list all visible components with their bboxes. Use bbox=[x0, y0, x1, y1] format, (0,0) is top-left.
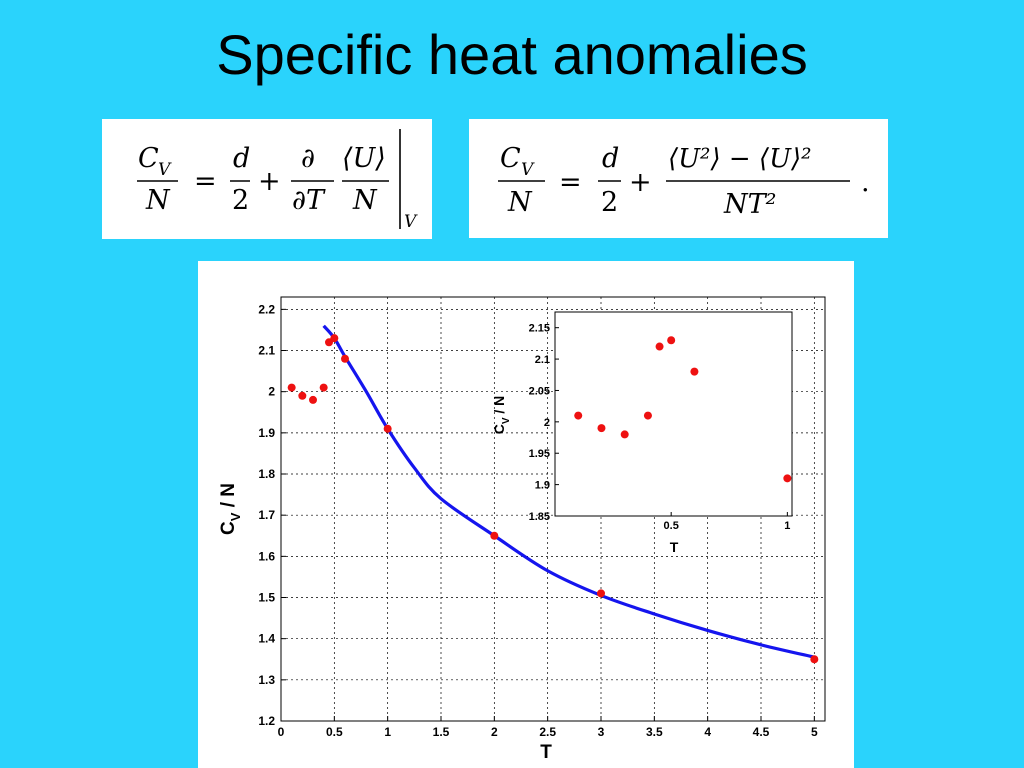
main-y-label-c: C bbox=[218, 521, 239, 535]
main-data-point bbox=[490, 531, 499, 540]
slide-title: Specific heat anomalies bbox=[216, 23, 808, 86]
inset-x-axis-ticks: 0.5 1 bbox=[664, 512, 790, 532]
main-y-tick-label: 2.1 bbox=[258, 344, 275, 358]
inset-x-tick-label: 1 bbox=[784, 520, 790, 532]
eq1-half-numerator: d bbox=[233, 143, 250, 174]
eq2-half-numerator: d bbox=[602, 143, 619, 174]
eq2-period: . bbox=[861, 167, 870, 198]
main-data-points bbox=[287, 334, 819, 664]
main-data-point bbox=[341, 354, 349, 363]
main-y-tick-label: 1.2 bbox=[258, 714, 275, 728]
eq2-fluctuation-numerator: ⟨U²⟩ − ⟨U⟩² bbox=[668, 144, 812, 174]
main-y-tick-label: 1.6 bbox=[258, 549, 275, 563]
main-x-tick-label: 4 bbox=[704, 725, 711, 739]
main-x-axis-ticks: 0 0.5 1 1.5 2 2.5 3 3.5 4 4.5 5 bbox=[278, 716, 818, 739]
eq1-half-denominator: 2 bbox=[232, 185, 249, 216]
inset-x-axis-label: T bbox=[670, 539, 679, 555]
eq2-lhs-numerator-subscript: V bbox=[521, 160, 535, 180]
eq1-partial-numerator: ∂ bbox=[301, 143, 315, 174]
main-data-point bbox=[597, 589, 605, 598]
eq2-fluctuation-denominator: NT² bbox=[723, 189, 776, 220]
eq2-half-denominator: 2 bbox=[601, 187, 618, 218]
main-x-tick-label: 2.5 bbox=[539, 725, 556, 739]
main-y-axis-ticks: 1.2 1.3 1.4 1.5 1.6 1.7 1.8 1.9 2 2.1 2.2 bbox=[258, 302, 286, 728]
inset-y-label-rest: / N bbox=[491, 396, 507, 418]
main-x-tick-label: 3.5 bbox=[646, 725, 663, 739]
inset-x-tick-label: 0.5 bbox=[664, 520, 679, 532]
main-data-point bbox=[810, 655, 819, 664]
eq1-average-numerator: ⟨U⟩ bbox=[342, 143, 386, 174]
eq1-lhs-numerator-subscript: V bbox=[158, 160, 172, 180]
inset-data-point bbox=[597, 424, 606, 433]
main-x-tick-label: 2 bbox=[491, 725, 498, 739]
main-y-axis-label: CV / N bbox=[218, 483, 243, 535]
main-x-tick-label: 3 bbox=[598, 725, 605, 739]
eq1-lhs-denominator: N bbox=[145, 185, 171, 216]
inset-data-point bbox=[783, 474, 792, 483]
eq2-equals: = bbox=[559, 167, 582, 198]
inset-y-tick-label: 2.05 bbox=[529, 385, 550, 397]
inset-data-point bbox=[690, 367, 699, 376]
main-x-tick-label: 0 bbox=[278, 725, 285, 739]
main-y-tick-label: 1.9 bbox=[258, 426, 275, 440]
main-y-tick-label: 1.7 bbox=[258, 508, 275, 522]
inset-y-axis-ticks: 1.85 1.9 1.95 2 2.05 2.1 2.15 bbox=[529, 323, 559, 523]
main-plot-frame bbox=[280, 296, 826, 722]
eq1-plus: + bbox=[258, 166, 281, 197]
inset-data-point bbox=[655, 342, 664, 351]
main-y-label-rest: / N bbox=[218, 483, 239, 513]
inset-data-point bbox=[620, 430, 629, 439]
eq1-lhs-numerator: C bbox=[138, 143, 159, 174]
main-y-tick-label: 1.3 bbox=[258, 673, 275, 687]
main-x-tick-label: 1.5 bbox=[433, 725, 450, 739]
main-y-tick-label: 1.4 bbox=[258, 632, 275, 646]
main-data-point bbox=[309, 395, 317, 404]
main-x-tick-label: 0.5 bbox=[326, 725, 343, 739]
inset-data-point bbox=[643, 411, 652, 420]
inset-data-point bbox=[667, 336, 676, 345]
equation-specific-heat-derivative: C V N = d 2 + ∂ ∂T ⟨U⟩ N V bbox=[102, 119, 432, 239]
main-y-tick-label: 1.5 bbox=[258, 591, 275, 605]
chart-svg: 1.21.31.41.51.61.71.81.922.12.2 0 0.5 1 1.5… bbox=[218, 296, 826, 763]
equation-specific-heat-fluctuation: C V N = d 2 + ⟨U²⟩ − ⟨U⟩² NT² . bbox=[469, 119, 888, 238]
eq1-partial-denominator: ∂T bbox=[292, 185, 326, 216]
main-x-axis-label: T bbox=[540, 742, 552, 763]
inset-y-tick-label: 2.1 bbox=[535, 354, 550, 366]
plot-panel: 1.2 1.3 1.4 1.5 1.6 1.7 1.8 1.9 2 2.1 2.2 0 0.5 1 1.5… bbox=[198, 261, 854, 768]
eq2-lhs-numerator: C bbox=[500, 143, 521, 174]
eq2-lhs-denominator: N bbox=[507, 187, 533, 218]
main-data-point bbox=[383, 424, 392, 433]
main-y-tick-label: 1.8 bbox=[258, 467, 275, 481]
eq1-evaluation-subscript: V bbox=[404, 212, 418, 232]
inset-data-point bbox=[574, 411, 583, 420]
inset-y-label-c: C bbox=[491, 424, 507, 434]
inset-y-label-sub: V bbox=[501, 417, 512, 424]
eq2-plus: + bbox=[629, 167, 652, 198]
eq1-equals: = bbox=[194, 166, 217, 197]
main-x-tick-label: 1 bbox=[384, 725, 391, 739]
main-x-tick-label: 4.5 bbox=[753, 725, 770, 739]
inset-y-tick-label: 2.15 bbox=[529, 323, 550, 335]
main-data-point bbox=[287, 383, 296, 392]
main-data-point bbox=[319, 383, 328, 392]
main-y-tick-label: 2 bbox=[268, 385, 275, 399]
inset-y-tick-label: 1.9 bbox=[535, 480, 550, 492]
inset-plot-frame bbox=[554, 311, 793, 517]
inset-y-tick-label: 2 bbox=[544, 417, 550, 429]
main-data-point bbox=[298, 391, 307, 400]
main-y-label-sub: V bbox=[228, 512, 243, 521]
inset-y-axis-label: CV / N bbox=[491, 396, 512, 435]
main-x-tick-label: 5 bbox=[811, 725, 818, 739]
eq1-average-denominator: N bbox=[352, 185, 378, 216]
inset-y-tick-label: 1.85 bbox=[529, 511, 550, 523]
main-y-tick-label: 2.2 bbox=[258, 302, 275, 316]
inset-data-points bbox=[574, 336, 792, 483]
inset-y-tick-label: 1.95 bbox=[529, 448, 550, 460]
main-data-point bbox=[330, 334, 339, 343]
